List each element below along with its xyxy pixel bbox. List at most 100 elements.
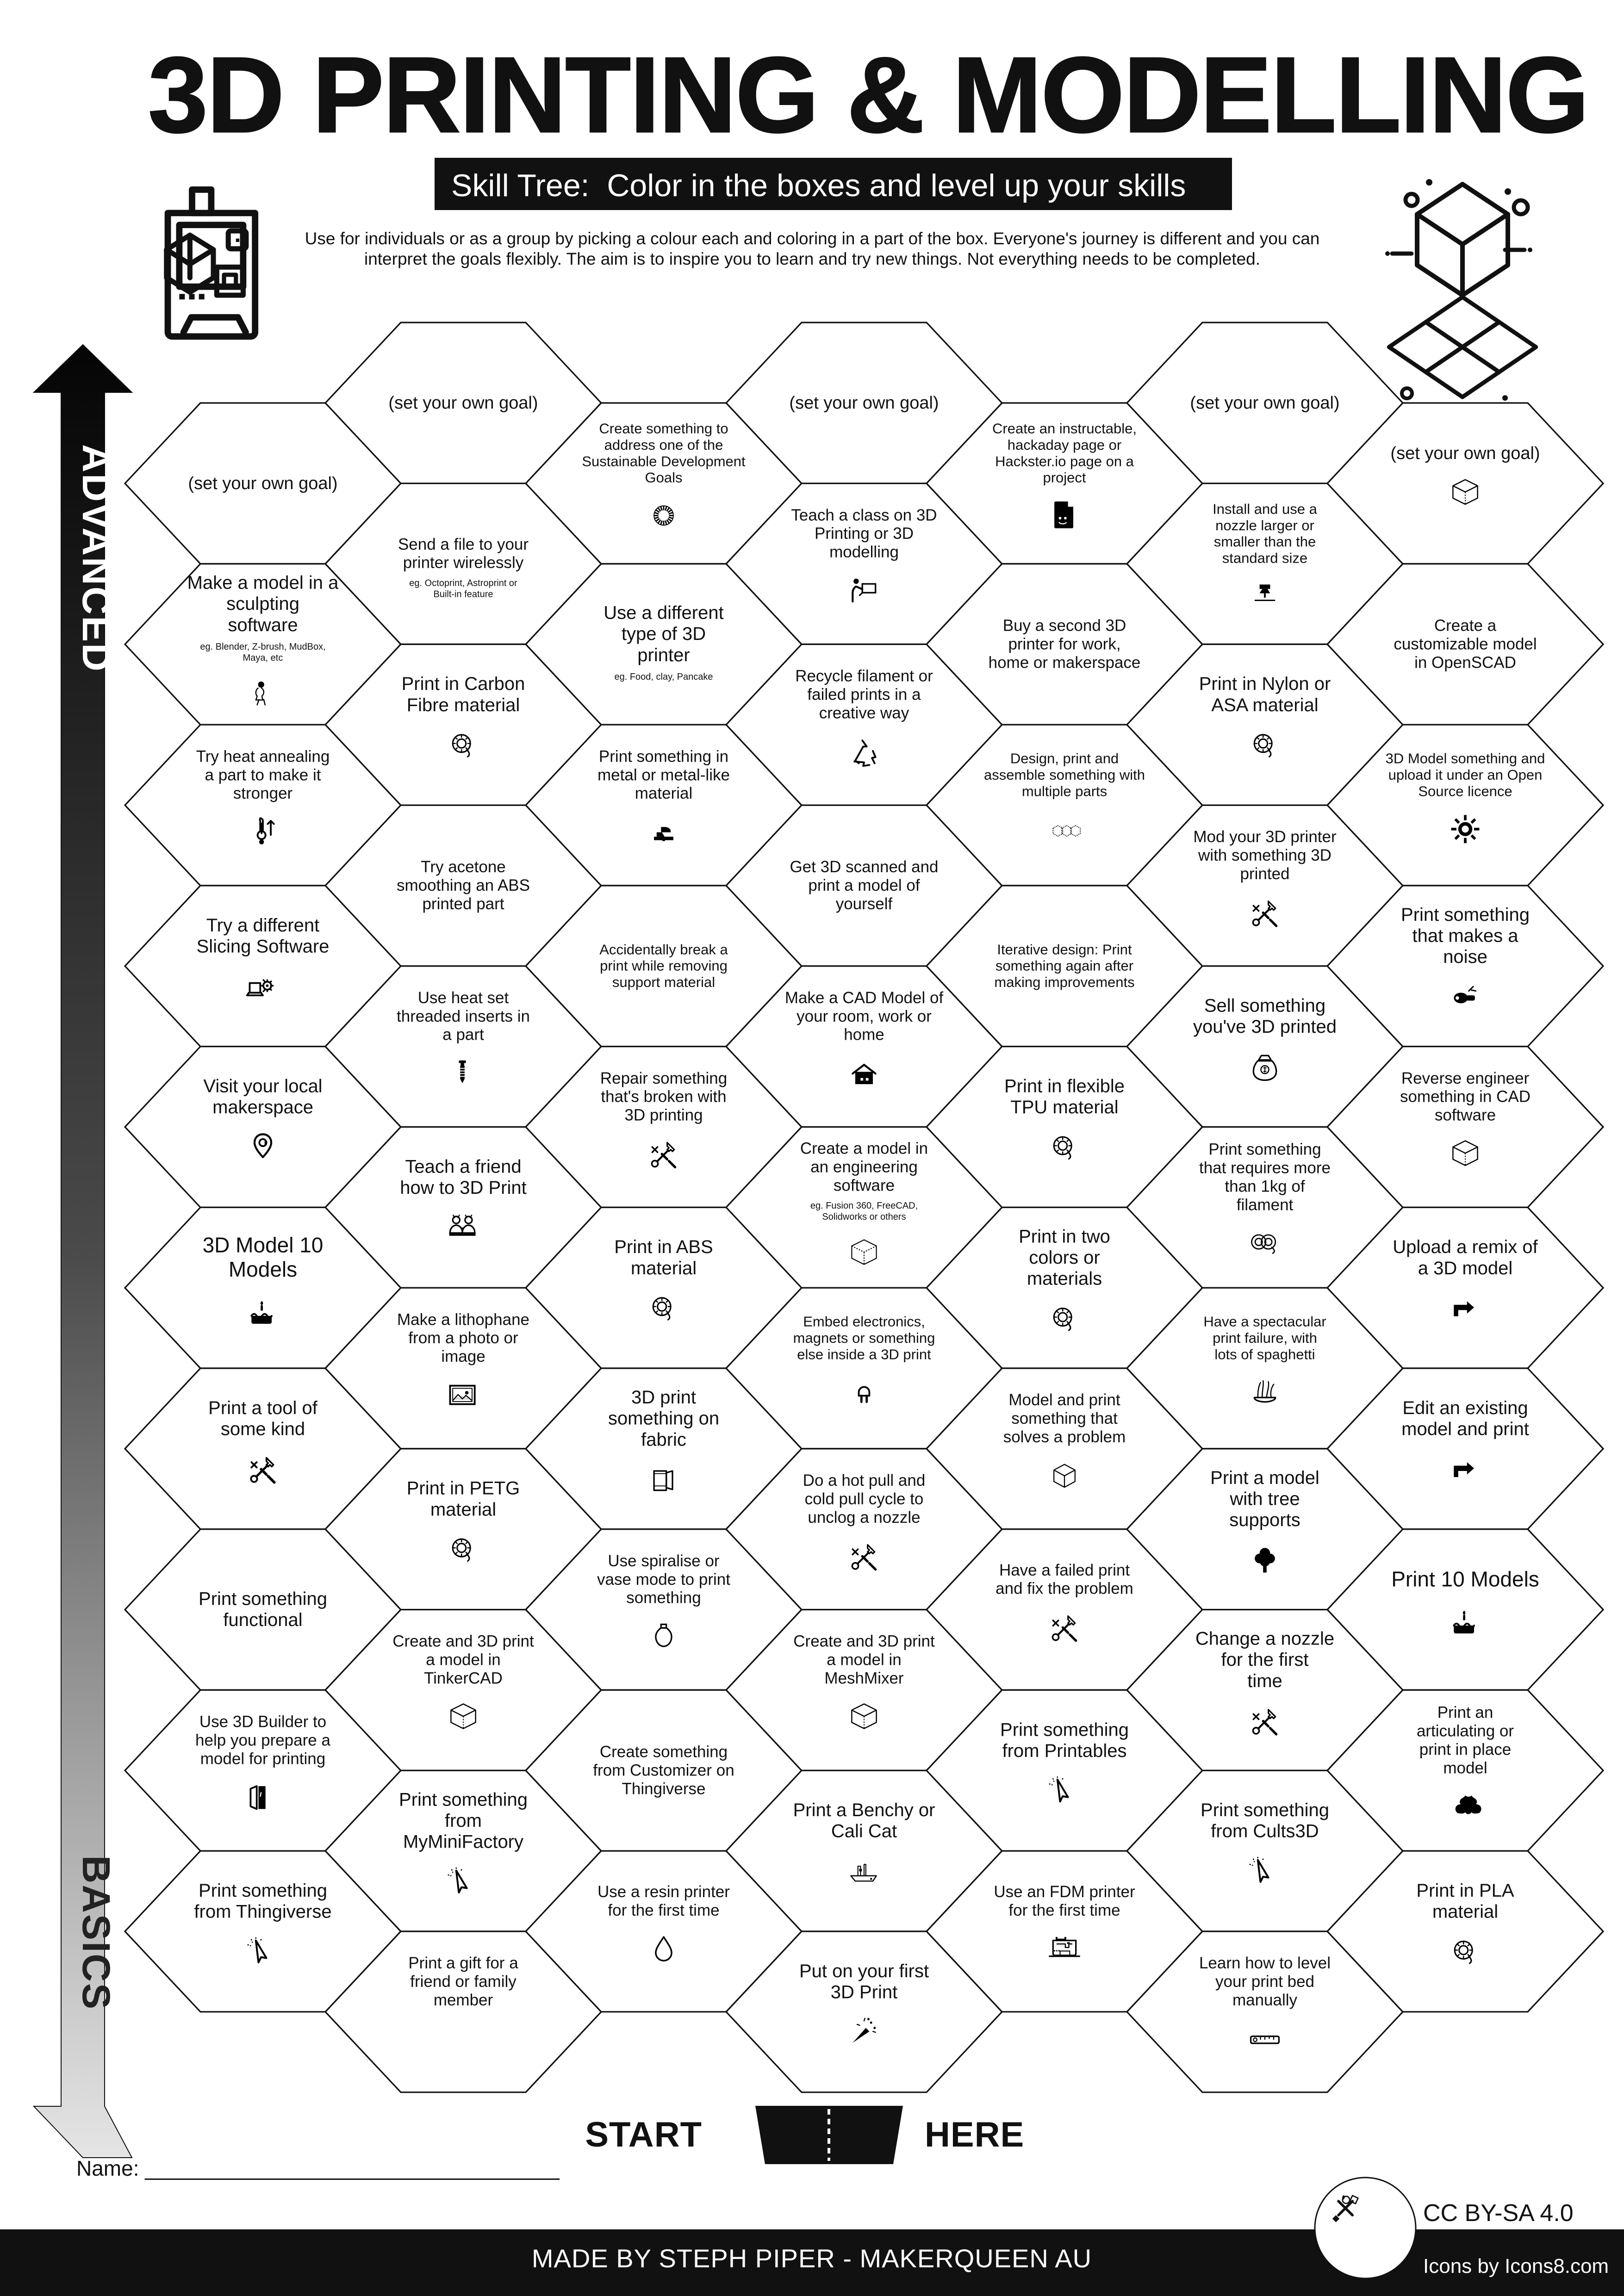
svg-text:Print a tool of: Print a tool of	[208, 1398, 318, 1418]
svg-text:Print a model: Print a model	[1210, 1468, 1319, 1488]
svg-text:a part to make it: a part to make it	[205, 766, 321, 784]
svg-text:Print something: Print something	[1000, 1719, 1129, 1740]
svg-text:a 3D model: a 3D model	[1418, 1258, 1513, 1278]
svg-text:Design, print and: Design, print and	[1010, 751, 1119, 767]
svg-text:your print bed: your print bed	[1215, 1973, 1314, 1991]
svg-text:Teach a class on 3D: Teach a class on 3D	[791, 506, 937, 524]
svg-text:Reverse engineer: Reverse engineer	[1401, 1069, 1530, 1087]
svg-text:Have a spectacular: Have a spectacular	[1203, 1314, 1326, 1330]
svg-text:Hackster.io page on a: Hackster.io page on a	[995, 453, 1134, 469]
svg-text:Use heat set: Use heat set	[418, 989, 509, 1007]
svg-text:Solidworks or others: Solidworks or others	[822, 1212, 906, 1222]
svg-text:software: software	[228, 615, 298, 635]
svg-text:Edit an existing: Edit an existing	[1402, 1398, 1528, 1418]
svg-text:Print in PETG: Print in PETG	[407, 1478, 520, 1499]
svg-text:interpret the goals flexibly.: interpret the goals flexibly. The aim is…	[364, 249, 1260, 268]
svg-text:Models: Models	[229, 1257, 297, 1281]
svg-text:print a model of: print a model of	[808, 876, 920, 894]
svg-text:Try acetone: Try acetone	[421, 858, 506, 876]
svg-text:print in place: print in place	[1419, 1740, 1511, 1758]
svg-text:MeshMixer: MeshMixer	[824, 1669, 903, 1688]
svg-text:that requires more: that requires more	[1199, 1159, 1331, 1177]
svg-text:member: member	[434, 1991, 493, 2009]
svg-text:Change a nozzle: Change a nozzle	[1195, 1629, 1334, 1649]
svg-text:Skill Tree: Color in the boxe: Skill Tree: Color in the boxes and level…	[451, 168, 1186, 203]
svg-text:stronger: stronger	[233, 784, 293, 802]
svg-text:unclog a nozzle: unclog a nozzle	[808, 1508, 920, 1527]
svg-text:Printing or 3D: Printing or 3D	[815, 525, 914, 543]
svg-text:TPU material: TPU material	[1010, 1097, 1118, 1117]
svg-text:Cali Cat: Cali Cat	[831, 1821, 897, 1842]
svg-text:from a photo or: from a photo or	[408, 1329, 518, 1347]
svg-text:printer wirelessly: printer wirelessly	[403, 554, 524, 572]
svg-text:Slicing Software: Slicing Software	[197, 936, 330, 956]
svg-text:Try a different: Try a different	[206, 915, 320, 936]
svg-text:threaded inserts in: threaded inserts in	[397, 1007, 530, 1025]
svg-text:3D Model 10: 3D Model 10	[203, 1233, 324, 1257]
svg-text:from: from	[445, 1811, 482, 1831]
svg-text:Make a CAD Model of: Make a CAD Model of	[785, 989, 944, 1007]
svg-text:help you prepare a: help you prepare a	[195, 1731, 330, 1750]
svg-text:sculpting: sculpting	[226, 594, 299, 614]
svg-text:Print a gift for a: Print a gift for a	[408, 1954, 518, 1972]
svg-text:colors or: colors or	[1029, 1247, 1100, 1268]
svg-text:type of 3D: type of 3D	[622, 624, 706, 644]
svg-text:software: software	[1435, 1106, 1496, 1124]
svg-text:Print in Carbon: Print in Carbon	[402, 674, 525, 694]
svg-text:(set your own goal): (set your own goal)	[388, 393, 538, 413]
svg-text:Print in Nylon or: Print in Nylon or	[1199, 674, 1331, 694]
svg-text:standard size: standard size	[1222, 550, 1307, 566]
svg-text:eg. Octoprint, Astroprint or: eg. Octoprint, Astroprint or	[409, 578, 517, 588]
svg-text:CC BY-SA 4.0: CC BY-SA 4.0	[1423, 2200, 1574, 2227]
svg-text:than 1kg of: than 1kg of	[1225, 1178, 1305, 1196]
svg-text:solves a problem: solves a problem	[1003, 1428, 1126, 1446]
svg-text:from Customizer on: from Customizer on	[593, 1762, 734, 1780]
svg-text:metal or metal-like: metal or metal-like	[597, 766, 730, 784]
svg-text:with something 3D: with something 3D	[1198, 846, 1332, 864]
svg-text:Name: ________________________: Name: __________________________________…	[76, 2156, 560, 2180]
svg-text:Print a Benchy or: Print a Benchy or	[793, 1800, 935, 1820]
svg-text:Print in ABS: Print in ABS	[614, 1237, 713, 1257]
svg-text:hackaday page or: hackaday page or	[1008, 437, 1121, 453]
svg-text:print while removing: print while removing	[600, 958, 728, 974]
svg-text:Print something: Print something	[1201, 1800, 1329, 1820]
svg-text:Thingiverse: Thingiverse	[622, 1780, 706, 1798]
svg-text:Icons by Icons8.com: Icons by Icons8.com	[1423, 2255, 1609, 2277]
svg-text:material: material	[1432, 1902, 1498, 1922]
svg-text:functional: functional	[223, 1610, 302, 1630]
svg-text:that's broken with: that's broken with	[601, 1088, 726, 1106]
svg-text:home or makerspace: home or makerspace	[989, 654, 1141, 672]
svg-text:TinkerCAD: TinkerCAD	[424, 1669, 503, 1688]
svg-text:3D PRINTING & MODELLING: 3D PRINTING & MODELLING	[148, 35, 1588, 155]
svg-text:how to 3D Print: how to 3D Print	[400, 1178, 526, 1198]
svg-text:Use 3D Builder to: Use 3D Builder to	[199, 1713, 326, 1731]
svg-text:Print 10 Models: Print 10 Models	[1391, 1567, 1539, 1591]
svg-text:Print something: Print something	[1401, 905, 1530, 925]
svg-text:assemble something with: assemble something with	[984, 767, 1145, 783]
svg-text:Goals: Goals	[645, 470, 683, 486]
svg-text:Create something to: Create something to	[599, 421, 728, 437]
svg-text:ADVANCED: ADVANCED	[75, 444, 118, 673]
svg-text:and fix the problem: and fix the problem	[996, 1580, 1133, 1598]
svg-text:Create and 3D print: Create and 3D print	[392, 1632, 534, 1651]
svg-text:magnets or something: magnets or something	[793, 1330, 935, 1346]
svg-text:makerspace: makerspace	[212, 1097, 313, 1117]
svg-text:Model and print: Model and print	[1008, 1391, 1120, 1409]
svg-text:material: material	[430, 1499, 496, 1520]
svg-text:Iterative design: Print: Iterative design: Print	[997, 941, 1132, 957]
svg-text:a part: a part	[442, 1026, 484, 1044]
svg-text:support material: support material	[612, 974, 715, 990]
svg-text:a model in: a model in	[426, 1651, 500, 1669]
svg-text:Use a different: Use a different	[604, 603, 723, 623]
svg-text:Recycle filament or: Recycle filament or	[795, 667, 933, 685]
svg-text:printed part: printed part	[422, 895, 504, 913]
svg-text:Do a hot pull and: Do a hot pull and	[803, 1471, 926, 1489]
svg-text:3D Model something and: 3D Model something and	[1386, 751, 1545, 767]
svg-text:your room, work or: your room, work or	[796, 1007, 932, 1025]
svg-text:Print in flexible: Print in flexible	[1004, 1076, 1125, 1097]
svg-text:Accidentally break a: Accidentally break a	[599, 941, 728, 957]
svg-text:Use for individuals or as a gr: Use for individuals or as a group by pic…	[305, 229, 1320, 248]
svg-text:printed: printed	[1240, 865, 1289, 883]
svg-text:else inside a 3D print: else inside a 3D print	[797, 1346, 931, 1362]
svg-text:model and print: model and print	[1401, 1419, 1529, 1440]
